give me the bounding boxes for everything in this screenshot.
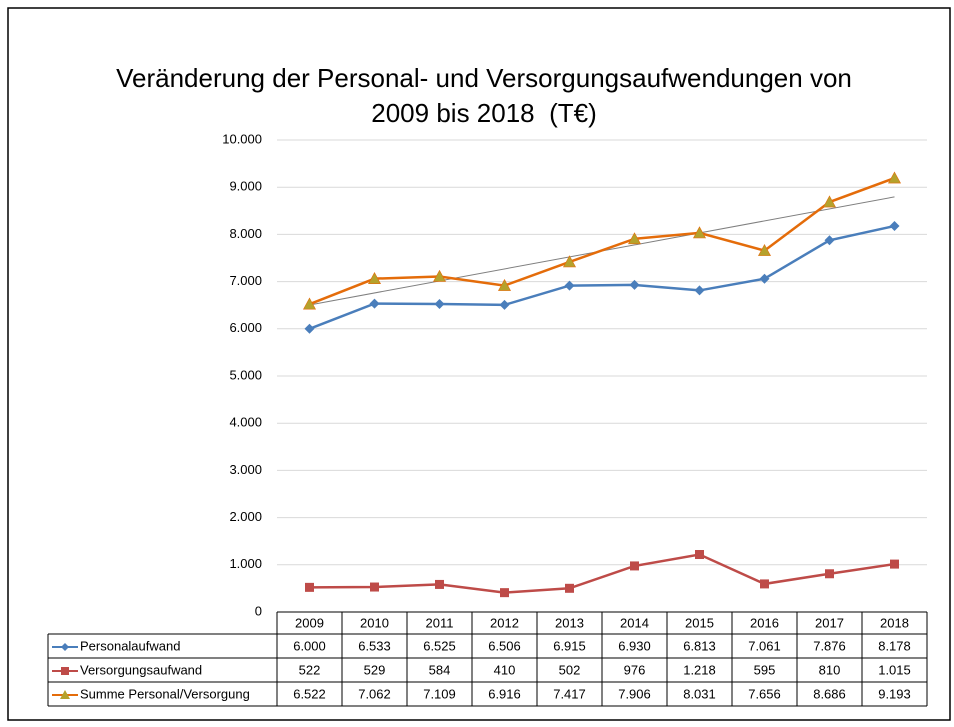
marker bbox=[432, 269, 447, 282]
table-value: 529 bbox=[364, 662, 386, 677]
legend-marker bbox=[60, 690, 70, 699]
marker bbox=[889, 220, 900, 231]
y-tick-label: 5.000 bbox=[229, 367, 262, 382]
x-tick-label: 2015 bbox=[685, 615, 714, 630]
legend-label: Summe Personal/Versorgung bbox=[80, 686, 250, 701]
x-tick-label: 2017 bbox=[815, 615, 844, 630]
marker bbox=[627, 232, 642, 245]
table-value: 8.686 bbox=[813, 686, 846, 701]
table-value: 9.193 bbox=[878, 686, 911, 701]
marker bbox=[565, 583, 574, 593]
x-tick-label: 2018 bbox=[880, 615, 909, 630]
marker bbox=[500, 588, 509, 598]
x-tick-label: 2012 bbox=[490, 615, 519, 630]
x-tick-label: 2013 bbox=[555, 615, 584, 630]
marker bbox=[305, 582, 314, 592]
y-tick-label: 10.000 bbox=[222, 131, 262, 146]
series-line bbox=[309, 553, 895, 594]
marker bbox=[497, 278, 512, 291]
table-value: 7.109 bbox=[423, 686, 456, 701]
marker bbox=[434, 299, 445, 310]
table-value: 6.915 bbox=[553, 638, 586, 653]
table-value: 6.525 bbox=[423, 638, 456, 653]
y-tick-label: 0 bbox=[255, 603, 262, 618]
marker bbox=[304, 323, 315, 334]
y-tick-label: 4.000 bbox=[229, 415, 262, 430]
marker bbox=[759, 273, 770, 284]
legend-label: Versorgungsaufwand bbox=[80, 662, 202, 677]
table-value: 810 bbox=[819, 662, 841, 677]
marker bbox=[562, 255, 577, 268]
marker bbox=[630, 561, 639, 571]
y-tick-label: 9.000 bbox=[229, 179, 262, 194]
x-tick-label: 2011 bbox=[426, 615, 454, 630]
marker bbox=[692, 226, 707, 239]
marker bbox=[499, 299, 510, 310]
table-value: 6.533 bbox=[358, 638, 391, 653]
marker bbox=[825, 569, 834, 579]
x-tick-label: 2010 bbox=[360, 615, 389, 630]
y-tick-label: 6.000 bbox=[229, 320, 262, 335]
table-value: 1.218 bbox=[683, 662, 716, 677]
marker bbox=[757, 244, 772, 256]
legend-marker bbox=[61, 643, 69, 651]
marker bbox=[824, 235, 835, 246]
series-line bbox=[309, 176, 895, 306]
marker bbox=[369, 298, 380, 309]
legend-marker bbox=[61, 667, 69, 675]
table-value: 976 bbox=[624, 662, 646, 677]
marker bbox=[760, 579, 769, 589]
table-value: 6.522 bbox=[293, 686, 326, 701]
marker bbox=[694, 285, 705, 296]
y-tick-label: 2.000 bbox=[229, 509, 262, 524]
table-value: 6.506 bbox=[488, 638, 521, 653]
table-value: 7.061 bbox=[748, 638, 781, 653]
marker bbox=[629, 279, 640, 290]
marker bbox=[370, 582, 379, 592]
marker bbox=[695, 550, 704, 560]
table-value: 6.930 bbox=[618, 638, 651, 653]
table-value: 6.813 bbox=[683, 638, 716, 653]
table-value: 1.015 bbox=[878, 662, 911, 677]
table-value: 502 bbox=[559, 662, 581, 677]
y-tick-label: 3.000 bbox=[229, 462, 262, 477]
table-value: 6.000 bbox=[293, 638, 326, 653]
table-value: 7.656 bbox=[748, 686, 781, 701]
table-value: 522 bbox=[299, 662, 321, 677]
marker bbox=[890, 559, 899, 569]
table-value: 7.876 bbox=[813, 638, 846, 653]
legend-label: Personalaufwand bbox=[80, 638, 180, 653]
x-tick-label: 2016 bbox=[750, 615, 779, 630]
table-value: 8.178 bbox=[878, 638, 911, 653]
table-value: 6.916 bbox=[488, 686, 521, 701]
table-value: 410 bbox=[494, 662, 516, 677]
chart-title: 2009 bis 2018 (T€) bbox=[371, 98, 596, 128]
table-value: 7.062 bbox=[358, 686, 391, 701]
marker bbox=[302, 297, 317, 310]
series-line bbox=[309, 224, 895, 330]
y-tick-label: 1.000 bbox=[229, 556, 262, 571]
y-tick-label: 7.000 bbox=[229, 273, 262, 288]
chart-title: Veränderung der Personal- und Versorgung… bbox=[116, 63, 852, 93]
table-value: 8.031 bbox=[683, 686, 716, 701]
x-tick-label: 2014 bbox=[620, 615, 649, 630]
table-value: 595 bbox=[754, 662, 776, 677]
y-tick-label: 8.000 bbox=[229, 226, 262, 241]
x-tick-label: 2009 bbox=[295, 615, 324, 630]
frame bbox=[7, 7, 951, 721]
marker bbox=[887, 171, 902, 184]
table-value: 584 bbox=[429, 662, 451, 677]
marker bbox=[564, 280, 575, 291]
table-value: 7.417 bbox=[553, 686, 586, 701]
marker bbox=[822, 195, 837, 208]
marker bbox=[367, 272, 382, 284]
marker bbox=[435, 579, 444, 589]
table-value: 7.906 bbox=[618, 686, 651, 701]
